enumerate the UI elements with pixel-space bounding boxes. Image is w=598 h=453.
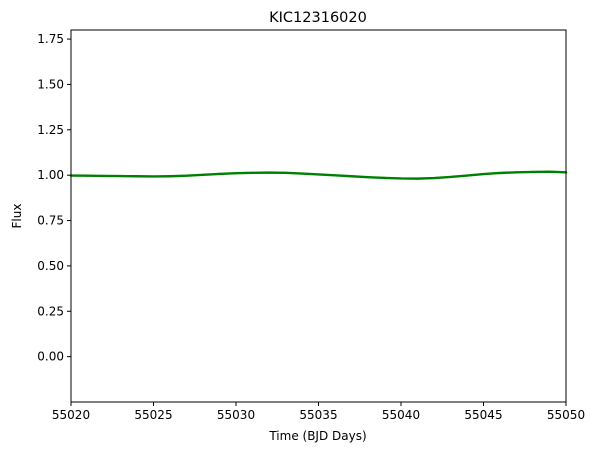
flux-data-point: [102, 174, 106, 177]
flux-data-point: [168, 175, 172, 178]
flux-data-point: [432, 176, 436, 180]
flux-data-point: [548, 170, 551, 173]
x-tick-label: 55025: [134, 408, 172, 422]
x-tick-label: 55050: [547, 408, 585, 422]
y-tick-label: 1.50: [37, 77, 64, 91]
flux-data-point: [218, 172, 221, 176]
series-layer: [69, 170, 568, 180]
flux-data-point: [251, 171, 254, 174]
y-tick-label: 0.25: [37, 304, 64, 318]
flux-data-point: [498, 171, 502, 175]
x-tick-label: 55035: [299, 408, 337, 422]
flux-data-point: [201, 173, 205, 176]
y-tick-label: 0.50: [37, 259, 64, 273]
chart-title: KIC12316020: [269, 10, 367, 26]
x-tick-label: 55020: [52, 408, 90, 422]
flux-data-point: [86, 174, 89, 177]
flux-data-point: [284, 171, 287, 174]
flux-data-point: [185, 174, 188, 177]
flux-data-point: [383, 176, 386, 179]
x-tick-label: 55040: [382, 408, 420, 422]
flux-data-point: [350, 175, 353, 178]
flux-data-point: [399, 177, 403, 180]
flux-data-point: [416, 177, 419, 180]
flux-data-point: [482, 172, 485, 176]
y-axis-label: Flux: [10, 204, 24, 229]
flux-data-point: [152, 175, 155, 178]
y-tick-label: 1.25: [37, 123, 64, 137]
flux-data-point: [135, 175, 139, 178]
flux-data-point: [317, 173, 320, 176]
x-tick-label: 55045: [464, 408, 502, 422]
flux-data-point: [449, 175, 452, 179]
flux-data-point: [267, 171, 271, 174]
flux-data-point: [333, 174, 337, 177]
y-axis: 0.00 0.25 0.50 0.75 1.00 1.25 1.50 1.75: [37, 32, 71, 364]
y-tick-label: 1.00: [37, 168, 64, 182]
x-axis: 55020 55025 55030 55035 55040 55045 55050: [52, 402, 585, 422]
flux-data-point: [119, 174, 122, 178]
flux-data-point: [465, 174, 469, 177]
y-tick-label: 0.75: [37, 214, 64, 228]
flux-data-point: [300, 172, 304, 175]
flux-data-point: [366, 176, 370, 179]
y-tick-label: 1.75: [37, 32, 64, 46]
flux-data-point: [234, 172, 238, 175]
x-axis-label: Time (BJD Days): [268, 429, 366, 443]
x-tick-label: 55030: [217, 408, 255, 422]
flux-data-point: [515, 171, 518, 174]
plot-frame: [70, 29, 567, 403]
y-tick-label: 0.00: [37, 350, 64, 364]
flux-data-point: [531, 170, 535, 174]
